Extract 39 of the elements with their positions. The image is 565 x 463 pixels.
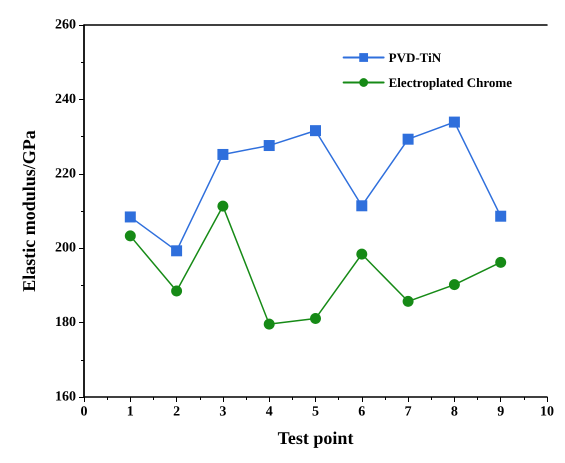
legend-label: Electroplated Chrome <box>388 75 512 90</box>
x-tick-label: 7 <box>404 404 412 420</box>
point <box>124 211 136 222</box>
x-tick-label: 9 <box>497 404 504 420</box>
point <box>310 125 321 136</box>
point <box>448 116 460 128</box>
point <box>264 318 275 330</box>
point <box>495 256 506 268</box>
y-tick-label: 260 <box>55 18 76 32</box>
x-tick-label: 10 <box>540 404 554 420</box>
point <box>217 148 228 160</box>
point <box>356 248 368 260</box>
x-tick-label: 4 <box>266 404 273 420</box>
y-tick-label: 180 <box>55 315 76 330</box>
x-tick-label: 6 <box>358 404 366 420</box>
point <box>402 296 414 307</box>
y-axis-title: Elastic modulus/GPa <box>19 130 39 292</box>
y-tick-label: 240 <box>55 92 76 107</box>
x-tick-label: 1 <box>126 404 134 420</box>
point <box>217 200 228 212</box>
point <box>402 134 414 145</box>
x-tick-label: 2 <box>173 404 180 420</box>
point <box>124 230 136 242</box>
legend-label: PVD-TiN <box>388 50 442 65</box>
point <box>448 279 460 290</box>
y-tick-label: 160 <box>55 390 76 404</box>
point <box>356 200 368 212</box>
point <box>171 245 182 256</box>
point <box>264 140 275 152</box>
y-tick-label: 220 <box>55 166 76 182</box>
point <box>171 285 182 296</box>
x-tick-label: 3 <box>219 404 226 420</box>
x-tick-label: 5 <box>312 404 319 420</box>
point <box>495 210 506 222</box>
point <box>310 313 321 324</box>
x-axis-title: Test point <box>278 428 354 448</box>
y-tick-label: 200 <box>55 240 76 256</box>
x-tick-label: 0 <box>80 404 88 420</box>
x-tick-label: 8 <box>450 404 458 420</box>
